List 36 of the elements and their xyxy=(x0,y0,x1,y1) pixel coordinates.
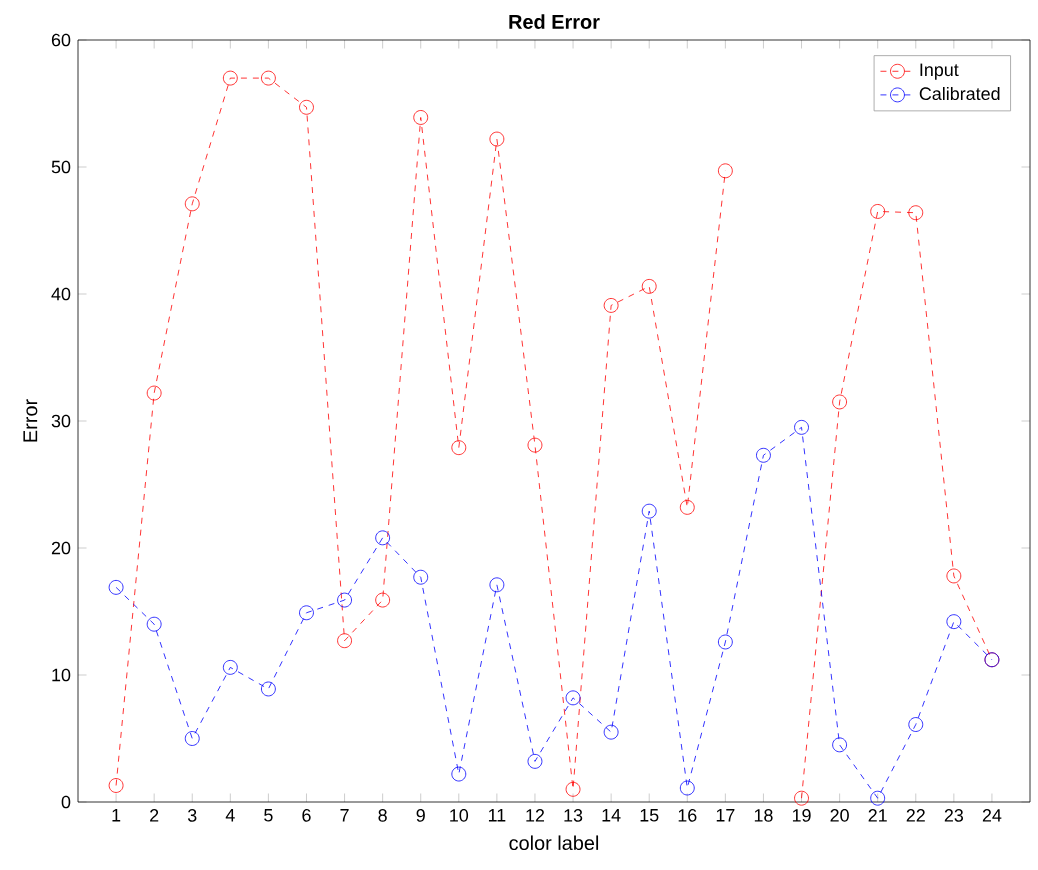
x-tick-label: 24 xyxy=(982,809,1002,822)
y-tick-label: 50 xyxy=(51,160,71,174)
x-tick-label: 11 xyxy=(488,809,506,822)
y-tick-label: 0 xyxy=(61,795,71,809)
legend-label: Input xyxy=(920,63,959,80)
y-tick-label: 40 xyxy=(51,287,71,301)
x-tick-label: 18 xyxy=(754,809,773,822)
x-tick-label: 8 xyxy=(378,809,387,822)
x-tick-label: 20 xyxy=(830,809,849,822)
y-tick-label: 10 xyxy=(52,668,71,682)
x-tick-label: 10 xyxy=(450,809,469,822)
x-tick-label: 14 xyxy=(602,809,621,822)
x-axis-title: color label xyxy=(509,835,599,851)
x-tick-label: 19 xyxy=(792,809,811,822)
x-tick-label: 15 xyxy=(640,809,659,822)
x-tick-label: 7 xyxy=(340,809,349,822)
x-tick-label: 4 xyxy=(225,809,235,822)
x-tick-label: 9 xyxy=(416,809,425,822)
x-tick-label: 21 xyxy=(868,809,887,822)
x-tick-label: 16 xyxy=(678,809,697,822)
x-tick-label: 13 xyxy=(564,809,583,822)
x-tick-label: 22 xyxy=(906,809,925,822)
x-tick-label: 1 xyxy=(112,809,121,822)
chart-title: Red Error xyxy=(509,14,600,29)
x-tick-label: 3 xyxy=(187,809,197,822)
y-tick-label: 20 xyxy=(51,541,71,555)
x-tick-label: 5 xyxy=(264,809,273,822)
x-tick-label: 2 xyxy=(150,809,159,822)
y-tick-label: 60 xyxy=(51,33,71,47)
x-tick-label: 12 xyxy=(526,809,545,822)
x-tick-label: 6 xyxy=(302,809,311,822)
y-tick-label: 30 xyxy=(51,414,71,428)
x-tick-label: 23 xyxy=(944,809,964,822)
y-axis-title: Error xyxy=(23,399,38,442)
legend-label: Calibrated xyxy=(919,86,1000,101)
x-tick-label: 17 xyxy=(716,809,735,822)
